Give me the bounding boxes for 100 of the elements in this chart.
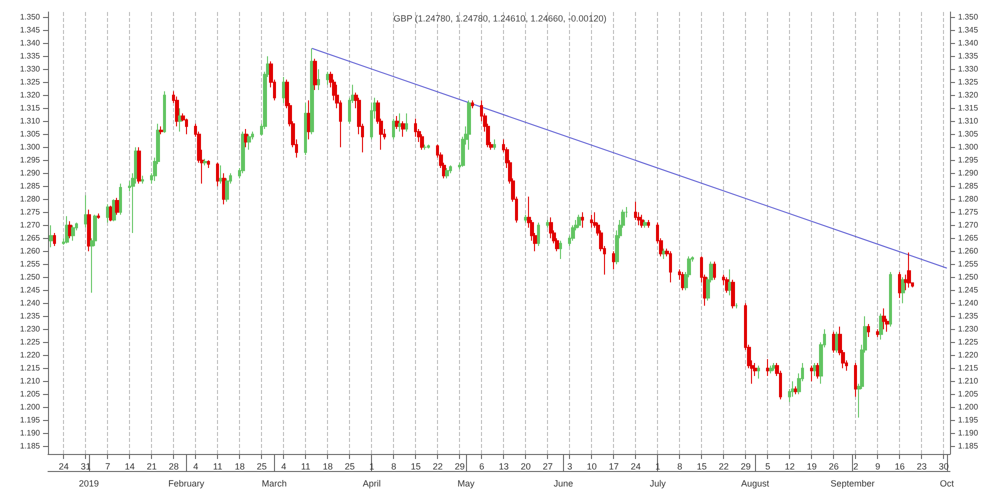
y-tick-label: 1.270 [20,220,41,230]
x2-tick-label: September [830,478,875,488]
y-tick-label: 1.325 [20,78,41,87]
candlestick [879,313,883,340]
x-tick-label: 12 [784,462,795,472]
candlestick [813,362,817,376]
y2-tick-label: 1.265 [958,234,979,243]
candlestick [207,160,210,168]
candlestick [524,214,527,224]
x-tick-label: 17 [608,462,619,472]
y-tick-label: 1.230 [20,324,41,334]
y2-tick-label: 1.315 [958,104,979,113]
candlestick [832,331,835,354]
x-tick-label: 24 [630,462,641,472]
y-tick-label: 1.260 [20,246,41,256]
candlestick [427,144,430,149]
candlestick [766,358,769,376]
y2-tick-label: 1.270 [958,220,979,230]
candlestick [810,365,813,382]
candlestick [577,214,581,228]
y-tick-label: 1.280 [20,194,41,204]
y2-tick-label: 1.220 [958,350,979,360]
y2-tick-label: 1.215 [958,364,979,373]
y2-tick-label: 1.185 [958,442,979,451]
candlestick [876,328,879,338]
x-tick-label: 29 [740,462,751,472]
candlestick [612,250,615,270]
y2-tick-label: 1.240 [958,298,979,308]
candlestick [546,220,549,228]
candlestick [769,365,773,374]
x-tick-label: 22 [718,462,729,472]
x-tick-label: 8 [677,462,682,472]
x-tick-label: 24 [58,462,69,472]
candlestick [71,224,75,242]
y2-tick-label: 1.255 [958,260,979,269]
x-tick-label: 7 [105,462,110,472]
candlestick [304,102,307,156]
candlestick [867,324,870,338]
candlestick [178,108,182,132]
candlestick [65,216,69,244]
x2-tick-label: April [362,478,381,488]
y-tick-label: 1.290 [20,168,41,178]
y-tick-label: 1.250 [20,272,41,282]
y2-tick-label: 1.300 [958,142,979,152]
x-tick-label: 10 [586,462,597,472]
y2-tick-label: 1.285 [958,182,979,191]
y2-tick-label: 1.225 [958,338,979,347]
candlestick [49,224,53,248]
candlestick [313,58,317,90]
y2-tick-label: 1.310 [958,116,979,126]
candlestick [244,128,248,148]
candlestick [889,272,892,328]
y2-tick-label: 1.330 [958,64,979,74]
candlestick [735,302,738,309]
x2-tick-label: June [554,478,574,488]
y2-tick-label: 1.245 [958,286,979,295]
y2-tick-label: 1.305 [958,130,979,139]
y-tick-label: 1.215 [20,364,41,373]
candlestick [326,71,329,86]
x-tick-label: 11 [301,462,310,472]
candlestick [907,252,911,288]
y-tick-label: 1.305 [20,130,41,139]
y-tick-label: 1.350 [20,12,41,22]
x-tick-label: 18 [234,462,245,472]
candlestick [137,146,141,184]
x2-tick-label: 2019 [78,478,99,488]
candlestick [392,118,395,140]
x-tick-label: 27 [542,462,553,472]
x2-tick-label: March [262,478,287,488]
x-tick-label: 14 [124,462,135,472]
candlestick [84,194,87,228]
x-tick-label: 13 [498,462,509,472]
candlestick [713,261,716,280]
candlestick [310,48,314,135]
y2-tick-label: 1.235 [958,312,979,321]
y-tick-label: 1.190 [20,428,41,438]
y2-tick-label: 1.320 [958,90,979,100]
y-tick-label: 1.315 [20,104,41,113]
x-tick-label: 6 [479,462,484,472]
y-tick-label: 1.330 [20,64,41,74]
candlestick [97,213,100,220]
x-tick-label: 20 [520,462,531,472]
x-tick-label: 28 [168,462,179,472]
candlestick [772,362,776,372]
candlestick [643,220,647,228]
y-tick-label: 1.320 [20,90,41,100]
x-tick-label: 4 [193,462,198,472]
y-tick-label: 1.310 [20,116,41,126]
y-tick-label: 1.300 [20,142,41,152]
x-tick-label: 25 [256,462,267,472]
candlestick [898,272,901,298]
x-tick-label: 29 [454,462,465,472]
candlestick [159,126,163,135]
y-tick-label: 1.255 [20,260,41,269]
candlestick [423,144,427,150]
candlestick [106,204,109,224]
candlestick [901,276,905,304]
y2-tick-label: 1.350 [958,12,979,22]
x-tick-label: 18 [322,462,333,472]
x2-tick-label: Oct [940,478,954,488]
